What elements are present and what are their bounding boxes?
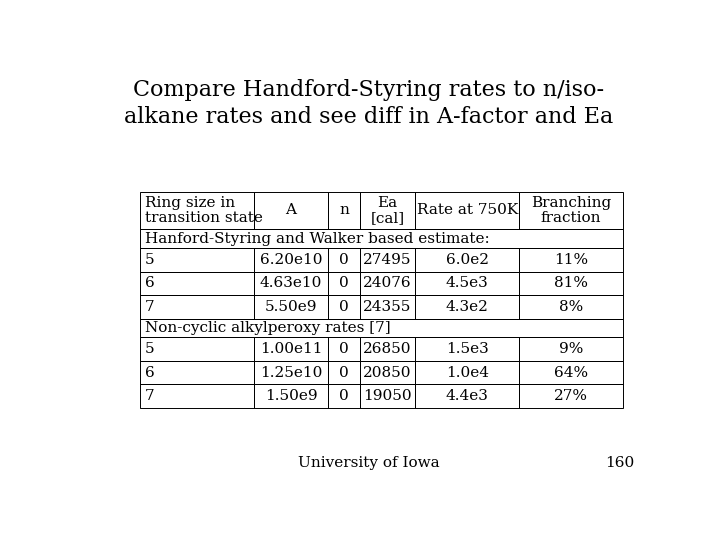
Bar	[519, 295, 623, 319]
Text: 24076: 24076	[364, 276, 412, 291]
Bar	[415, 248, 519, 272]
Text: 5: 5	[145, 253, 154, 267]
Text: 8%: 8%	[559, 300, 583, 314]
Text: 0: 0	[339, 276, 349, 291]
Bar	[253, 272, 328, 295]
Text: 19050: 19050	[364, 389, 412, 403]
Text: Compare Handford-Styring rates to n/iso-
alkane rates and see diff in A-factor a: Compare Handford-Styring rates to n/iso-…	[125, 79, 613, 127]
Bar	[328, 361, 360, 384]
Text: 6: 6	[145, 366, 154, 380]
Bar	[328, 295, 360, 319]
Bar	[253, 295, 328, 319]
Text: Ring size in
transition state: Ring size in transition state	[145, 195, 263, 225]
Text: 5.50e9: 5.50e9	[265, 300, 318, 314]
Bar	[253, 338, 328, 361]
Bar	[519, 248, 623, 272]
Text: 27495: 27495	[364, 253, 412, 267]
Bar	[253, 248, 328, 272]
Bar	[360, 384, 415, 408]
Text: 4.4e3: 4.4e3	[446, 389, 489, 403]
Text: 0: 0	[339, 389, 349, 403]
Bar	[415, 384, 519, 408]
Text: Ea
[cal]: Ea [cal]	[371, 195, 405, 225]
Text: Branching
fraction: Branching fraction	[531, 195, 611, 225]
Text: n: n	[339, 204, 349, 218]
Bar	[519, 361, 623, 384]
Text: 1.5e3: 1.5e3	[446, 342, 489, 356]
Bar	[328, 384, 360, 408]
Text: 24355: 24355	[364, 300, 412, 314]
Bar	[140, 295, 253, 319]
Text: 160: 160	[605, 456, 634, 470]
Bar	[519, 338, 623, 361]
Bar	[360, 361, 415, 384]
Bar	[253, 384, 328, 408]
Bar	[140, 272, 253, 295]
Text: 27%: 27%	[554, 389, 588, 403]
Text: 6.0e2: 6.0e2	[446, 253, 489, 267]
Text: 0: 0	[339, 300, 349, 314]
Bar	[360, 295, 415, 319]
Text: Hanford-Styring and Walker based estimate:: Hanford-Styring and Walker based estimat…	[145, 232, 490, 246]
Bar	[140, 384, 253, 408]
Bar	[360, 338, 415, 361]
Text: A: A	[286, 204, 297, 218]
Text: 6: 6	[145, 276, 154, 291]
Text: 5: 5	[145, 342, 154, 356]
Text: 1.0e4: 1.0e4	[446, 366, 489, 380]
Bar	[519, 272, 623, 295]
Text: 0: 0	[339, 366, 349, 380]
Bar	[328, 248, 360, 272]
Text: Non-cyclic alkylperoxy rates [7]: Non-cyclic alkylperoxy rates [7]	[145, 321, 390, 335]
Bar	[140, 361, 253, 384]
Text: 20850: 20850	[364, 366, 412, 380]
Bar	[415, 192, 519, 229]
Text: 0: 0	[339, 253, 349, 267]
Text: 0: 0	[339, 342, 349, 356]
Bar	[415, 272, 519, 295]
Text: 7: 7	[145, 300, 154, 314]
Text: University of Iowa: University of Iowa	[298, 456, 440, 470]
Bar	[328, 192, 360, 229]
Bar	[519, 384, 623, 408]
Text: 1.25e10: 1.25e10	[260, 366, 323, 380]
Bar	[140, 319, 623, 338]
Text: 64%: 64%	[554, 366, 588, 380]
Text: 4.5e3: 4.5e3	[446, 276, 489, 291]
Bar	[415, 338, 519, 361]
Text: 81%: 81%	[554, 276, 588, 291]
Bar	[415, 295, 519, 319]
Text: 1.00e11: 1.00e11	[260, 342, 323, 356]
Text: 9%: 9%	[559, 342, 583, 356]
Bar	[253, 361, 328, 384]
Text: 1.50e9: 1.50e9	[265, 389, 318, 403]
Text: 26850: 26850	[364, 342, 412, 356]
Bar	[360, 248, 415, 272]
Text: 6.20e10: 6.20e10	[260, 253, 323, 267]
Bar	[328, 272, 360, 295]
Text: Rate at 750K: Rate at 750K	[417, 204, 518, 218]
Bar	[140, 192, 253, 229]
Text: 11%: 11%	[554, 253, 588, 267]
Text: 4.63e10: 4.63e10	[260, 276, 323, 291]
Bar	[328, 338, 360, 361]
Bar	[360, 272, 415, 295]
Bar	[253, 192, 328, 229]
Bar	[140, 338, 253, 361]
Bar	[140, 229, 623, 248]
Bar	[415, 361, 519, 384]
Text: 7: 7	[145, 389, 154, 403]
Bar	[519, 192, 623, 229]
Bar	[360, 192, 415, 229]
Text: 4.3e2: 4.3e2	[446, 300, 489, 314]
Bar	[140, 248, 253, 272]
